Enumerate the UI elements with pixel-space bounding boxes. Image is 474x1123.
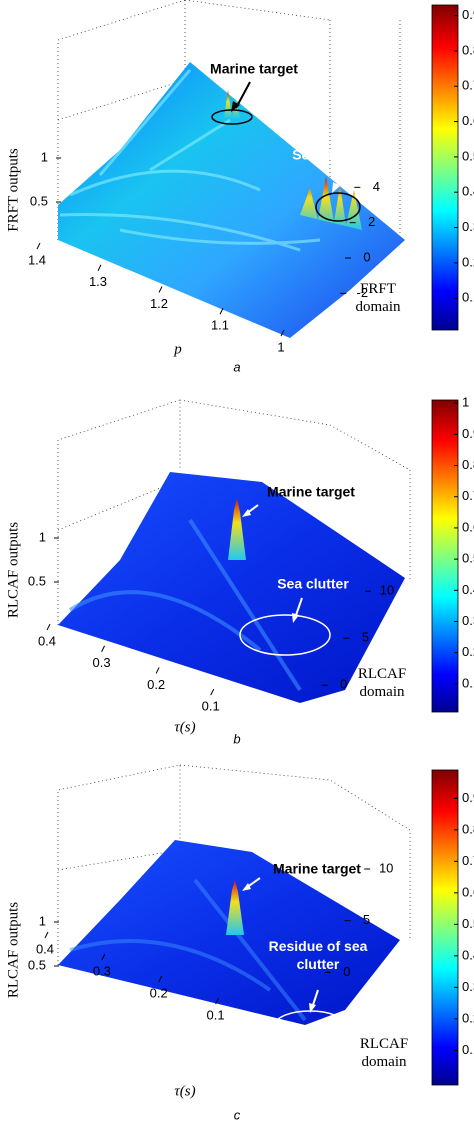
- colorbar-tick-label: 0.8: [462, 457, 474, 472]
- annotation: Marine target: [273, 861, 361, 877]
- colorbar-tick-label: 0.9: [462, 7, 474, 22]
- colorbar: [431, 399, 459, 713]
- colorbar-tick-label: 0.9: [462, 790, 474, 805]
- colorbar-tick-label: 1: [462, 395, 469, 410]
- z-tick-label: 0.5: [28, 957, 46, 972]
- y-tick-label: 10: [380, 583, 394, 598]
- x-tick-label: 1: [277, 339, 284, 354]
- x-tick-label: 0.2: [147, 677, 165, 692]
- colorbar-tick-label: 0.7: [462, 853, 474, 868]
- colorbar-tick-label: 0.3: [462, 613, 474, 628]
- colorbar-tick-label: 0.5: [462, 148, 474, 163]
- x-tick: [46, 623, 51, 631]
- colorbar-tick-label: 0.2: [462, 644, 474, 659]
- colorbar-tick-label: 0.4: [462, 184, 474, 199]
- y-axis-label: FRFT domain: [355, 281, 401, 315]
- colorbar-tick-label: 0.1: [462, 1042, 474, 1057]
- x-tick: [210, 688, 215, 696]
- x-tick-label: 0.2: [150, 985, 168, 1000]
- y-tick-label: 0: [340, 677, 347, 692]
- caption: c: [234, 1107, 241, 1122]
- x-tick: [280, 329, 285, 337]
- caption: a: [233, 359, 240, 374]
- colorbar-tick-label: 0.1: [462, 675, 474, 690]
- annotation: Residue of sea clutter: [268, 938, 368, 972]
- x-tick: [215, 997, 220, 1005]
- z-tick-label: 0.5: [30, 193, 48, 208]
- colorbar-tick-label: 0.6: [462, 884, 474, 899]
- colorbar-tick-label: 0.4: [462, 582, 474, 597]
- y-tick-label: 10: [379, 860, 393, 875]
- y-tick-label: -2: [357, 285, 369, 300]
- colorbar: [431, 4, 459, 331]
- colorbar-tick-label: 0.8: [462, 821, 474, 836]
- x-tick: [44, 931, 49, 939]
- colorbar-tick-label: 0.7: [462, 488, 474, 503]
- x-axis-label: p: [173, 341, 182, 357]
- colorbar-tick-label: 0.4: [462, 947, 474, 962]
- x-tick: [158, 975, 163, 983]
- x-tick: [101, 645, 106, 652]
- colorbar-tick-label: 0.3: [462, 979, 474, 994]
- z-axis-label: RLCAF outputs: [5, 522, 21, 618]
- z-tick-label: 1: [39, 913, 46, 928]
- annotation: Marine target: [210, 61, 298, 77]
- colorbar-tick-label: 0.5: [462, 916, 474, 931]
- y-tick-label: 0: [343, 964, 350, 979]
- y-tick-label: 0: [363, 249, 370, 264]
- colorbar-tick-label: 0.2: [462, 1010, 474, 1025]
- x-tick-label: 0.1: [202, 699, 220, 714]
- panel-a-surface: [57, 0, 405, 338]
- colorbar-tick-label: 0.2: [462, 254, 474, 269]
- x-tick: [101, 953, 106, 961]
- colorbar-tick-label: 0.8: [462, 42, 474, 57]
- colorbar-tick-label: 0.7: [462, 78, 474, 93]
- panel-c-surface: [57, 764, 411, 1040]
- x-tick: [219, 308, 224, 315]
- colorbar-tick-label: 0.1: [462, 290, 474, 305]
- x-tick-label: 1.3: [89, 274, 107, 289]
- y-tick-label: 5: [362, 630, 369, 645]
- y-axis-label: RLCAF domain: [357, 666, 407, 700]
- x-tick-label: 0.4: [36, 941, 54, 956]
- annotation: Sea clutter: [292, 147, 364, 163]
- x-tick-label: 1.2: [150, 296, 168, 311]
- z-tick-label: 1: [39, 529, 46, 544]
- x-axis-label: τ(s): [174, 1083, 195, 1099]
- x-tick: [97, 264, 102, 271]
- x-tick-label: 0.3: [93, 963, 111, 978]
- x-tick-label: 0.4: [38, 633, 56, 648]
- colorbar: [431, 769, 459, 1086]
- x-tick-label: 0.1: [207, 1007, 225, 1022]
- x-tick-label: 1.1: [211, 318, 229, 333]
- x-tick: [158, 286, 163, 293]
- colorbar-tick-label: 0.6: [462, 113, 474, 128]
- x-tick: [155, 667, 160, 674]
- x-tick-label: 1.4: [28, 252, 46, 267]
- annotation: Marine target: [267, 484, 355, 500]
- colorbar-tick-label: 0.6: [462, 519, 474, 534]
- y-tick-label: 4: [373, 179, 380, 194]
- panel-b-surface: [57, 399, 411, 703]
- caption: b: [233, 731, 240, 746]
- colorbar-tick-label: 0.5: [462, 551, 474, 566]
- y-axis-label: RLCAF domain: [359, 1036, 409, 1070]
- x-axis-label: τ(s): [174, 719, 195, 735]
- y-tick-label: 2: [368, 214, 375, 229]
- x-tick-label: 0.3: [93, 655, 111, 670]
- z-axis-label: RLCAF outputs: [5, 902, 21, 998]
- colorbar-tick-label: 0.3: [462, 219, 474, 234]
- colorbar-tick-label: 0.9: [462, 426, 474, 441]
- x-tick: [36, 242, 41, 250]
- z-axis-label: FRFT outputs: [5, 148, 21, 232]
- annotation: Sea clutter: [277, 576, 349, 592]
- y-tick-label: 5: [363, 912, 370, 927]
- z-tick-label: 1: [41, 149, 48, 164]
- z-tick-label: 0.5: [28, 573, 46, 588]
